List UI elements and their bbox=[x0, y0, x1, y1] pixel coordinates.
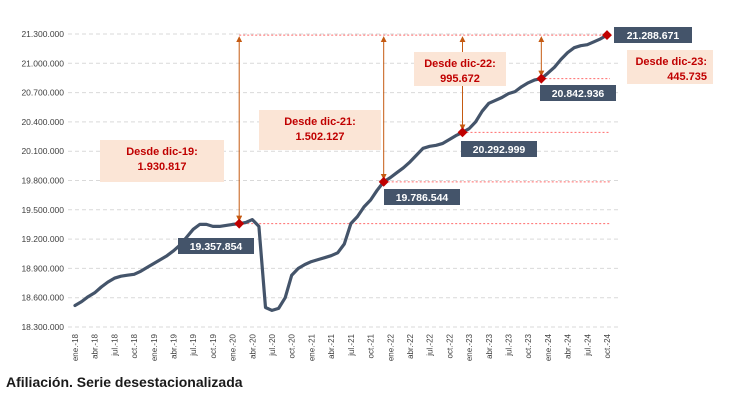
value-label-text: 19.786.544 bbox=[396, 192, 449, 204]
value-label: 19.357.854 bbox=[178, 238, 254, 254]
x-tick-label: oct.-21 bbox=[367, 333, 376, 358]
x-tick-label: abr.-20 bbox=[248, 333, 257, 358]
y-tick-label: 18.600.000 bbox=[21, 293, 64, 303]
note-box bbox=[100, 140, 224, 182]
value-label: 21.288.671 bbox=[614, 27, 692, 43]
x-tick-label: oct.-19 bbox=[209, 333, 218, 358]
x-tick-label: abr.-22 bbox=[406, 333, 415, 358]
y-tick-label: 18.900.000 bbox=[21, 263, 64, 273]
difference-note: Desde dic-22: 995.672 bbox=[414, 52, 506, 86]
y-tick-label: 21.300.000 bbox=[21, 29, 64, 39]
x-tick-label: abr.-23 bbox=[485, 333, 494, 358]
x-tick-label: jul.-19 bbox=[189, 333, 198, 356]
note-text: 445.735 bbox=[667, 71, 707, 83]
chart-caption: Afiliación. Serie desestacionalizada bbox=[6, 374, 243, 390]
affiliation-line-chart: 18.300.000 18.600.000 18.900.000 19.200.000… bbox=[21, 27, 713, 361]
x-tick-label: oct.-18 bbox=[130, 333, 139, 358]
note-text: Desde dic-23: bbox=[635, 56, 707, 68]
x-tick-label: jul.-20 bbox=[268, 333, 277, 356]
note-text: Desde dic-19: bbox=[126, 146, 198, 158]
value-label-text: 19.357.854 bbox=[190, 241, 243, 253]
x-tick-label: ene.-21 bbox=[307, 333, 316, 361]
x-tick-label: abr.-21 bbox=[327, 333, 336, 358]
x-tick-label: abr.-19 bbox=[170, 333, 179, 358]
note-text: Desde dic-22: bbox=[424, 58, 496, 70]
highlight-marker bbox=[536, 73, 547, 84]
x-tick-label: oct.-23 bbox=[524, 333, 533, 358]
y-tick-label: 19.800.000 bbox=[21, 176, 64, 186]
y-tick-label: 21.000.000 bbox=[21, 58, 64, 68]
x-tick-label: abr.-24 bbox=[564, 333, 573, 358]
value-label: 19.786.544 bbox=[384, 189, 460, 205]
series-line bbox=[73, 33, 609, 312]
y-tick-label: 19.500.000 bbox=[21, 205, 64, 215]
value-label-box bbox=[614, 27, 692, 43]
value-label-text: 20.842.936 bbox=[552, 88, 605, 100]
value-label-box bbox=[540, 85, 616, 101]
value-label-box bbox=[461, 141, 537, 157]
x-tick-label: jul.-18 bbox=[110, 333, 119, 356]
x-tick-label: abr.-18 bbox=[91, 333, 100, 358]
difference-note: Desde dic-21: 1.502.127 bbox=[259, 110, 381, 150]
value-label-text: 20.292.999 bbox=[473, 144, 526, 156]
difference-note: Desde dic-19: 1.930.817 bbox=[100, 140, 224, 182]
x-tick-label: jul.-23 bbox=[504, 333, 513, 356]
highlight-marker bbox=[602, 30, 612, 41]
x-tick-label: ene.-19 bbox=[150, 333, 159, 361]
value-label-text: 21.288.671 bbox=[627, 30, 680, 42]
note-text: 1.930.817 bbox=[138, 161, 187, 173]
value-label: 20.842.936 bbox=[540, 85, 616, 101]
x-tick-label: ene.-18 bbox=[71, 333, 80, 361]
x-tick-label: jul.-24 bbox=[583, 333, 592, 356]
note-box bbox=[259, 110, 381, 150]
x-tick-label: ene.-22 bbox=[386, 333, 395, 361]
x-tick-label: oct.-20 bbox=[288, 333, 297, 358]
value-label-box bbox=[384, 189, 460, 205]
x-tick-label: oct.-22 bbox=[445, 333, 454, 358]
note-box bbox=[414, 52, 506, 86]
y-tick-label: 19.200.000 bbox=[21, 234, 64, 244]
x-tick-label: jul.-21 bbox=[347, 333, 356, 356]
y-tick-label: 18.300.000 bbox=[21, 322, 64, 332]
x-tick-label: ene.-24 bbox=[544, 333, 553, 361]
highlight-marker bbox=[378, 176, 389, 187]
x-tick-label: jul.-22 bbox=[426, 333, 435, 356]
x-tick-label: ene.-20 bbox=[229, 333, 238, 361]
difference-note: Desde dic-23: 445.735 bbox=[627, 50, 713, 84]
highlight-marker bbox=[457, 127, 468, 138]
y-tick-label: 20.400.000 bbox=[21, 117, 64, 127]
x-tick-label: ene.-23 bbox=[465, 333, 474, 361]
note-text: Desde dic-21: bbox=[284, 116, 356, 128]
note-text: 995.672 bbox=[440, 73, 480, 85]
highlight-marker bbox=[234, 218, 245, 229]
value-label: 20.292.999 bbox=[461, 141, 537, 157]
x-tick-label: oct.-24 bbox=[603, 333, 612, 358]
y-tick-label: 20.100.000 bbox=[21, 146, 64, 156]
note-box bbox=[627, 50, 713, 84]
value-label-box bbox=[178, 238, 254, 254]
y-tick-label: 20.700.000 bbox=[21, 88, 64, 98]
note-text: 1.502.127 bbox=[296, 131, 345, 143]
